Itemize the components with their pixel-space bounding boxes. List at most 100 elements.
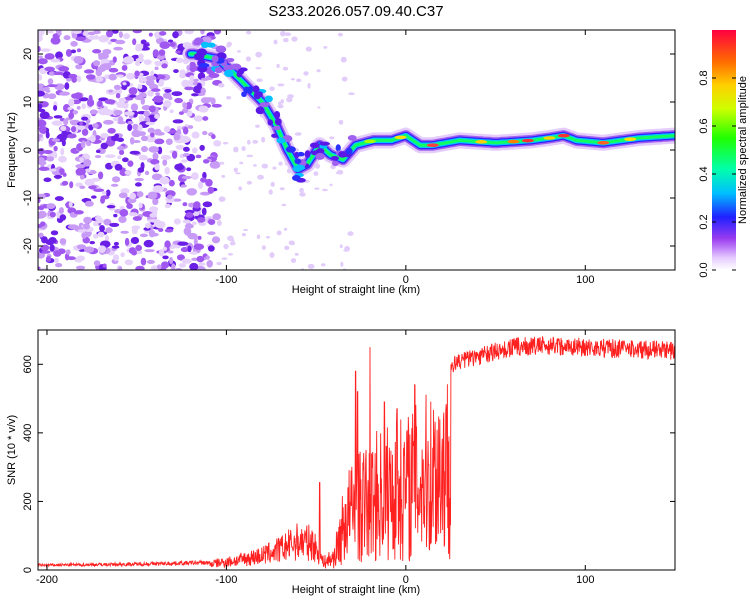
- spectrogram-noise-cell: [202, 159, 210, 164]
- spectrogram-ridge-blob: [331, 160, 339, 167]
- spectrogram-hotspot: [363, 139, 376, 144]
- spectrogram-noise-cell: [307, 263, 315, 270]
- spectrogram-noise-cell: [81, 232, 87, 239]
- spectrogram-noise-cell: [50, 58, 61, 63]
- spectrogram-noise-cell: [169, 109, 174, 114]
- snr-y-tick-label: 200: [22, 492, 34, 510]
- spectrogram-noise-cell: [53, 174, 63, 179]
- spectrogram-noise-cell: [101, 63, 112, 71]
- spectrogram-noise-cell: [47, 78, 54, 85]
- spectrogram-noise-cell: [152, 185, 164, 193]
- spectrogram-noise-cell: [75, 167, 86, 176]
- spectrogram-noise-cell: [106, 204, 116, 209]
- spectrogram-noise-cell: [212, 213, 221, 221]
- spectrogram-noise-cell: [199, 144, 205, 151]
- spectrogram-noise-cell: [67, 224, 79, 230]
- spectrogram-noise-cell: [137, 83, 143, 90]
- spectrogram-noise-cell: [87, 35, 97, 40]
- spectrogram-noise-cell: [114, 209, 121, 213]
- spectrogram-noise-cell: [79, 121, 84, 126]
- spectrogram-noise-cell: [76, 65, 82, 70]
- spectrogram-ridge-blob: [196, 48, 208, 57]
- spectrogram-noise-cell: [81, 140, 86, 149]
- spectrogram-hotspot: [624, 137, 637, 141]
- spectrogram-noise-cell: [206, 260, 213, 268]
- spectrogram-ridge-blob: [319, 141, 330, 146]
- colorbar-gradient: [712, 30, 736, 270]
- spectrogram-noise-cell: [164, 240, 171, 249]
- spectrogram-noise-cell: [38, 232, 44, 238]
- spectrogram-ridge-blob: [241, 91, 247, 98]
- spectrogram-noise-cell: [113, 213, 118, 218]
- spectrogram-noise-cell: [132, 140, 141, 144]
- spectrogram-noise-cell: [79, 174, 85, 180]
- spectrogram-hotspot: [597, 141, 610, 145]
- spectrogram-noise-cell: [48, 71, 56, 76]
- spectrogram-noise-cell: [176, 254, 185, 261]
- spectrogram-noise-cell: [150, 70, 155, 77]
- spectrogram-noise-cell: [105, 227, 113, 234]
- spectrogram-noise-cell: [134, 95, 143, 101]
- spectrogram-noise-cell: [162, 246, 168, 251]
- spectrogram-noise-cell: [97, 100, 103, 108]
- spectrogram-noise-cell: [118, 266, 123, 270]
- spectrogram-hotspot: [557, 133, 570, 138]
- spectrogram-noise-cell: [148, 105, 156, 113]
- spectrogram-noise-cell: [266, 235, 270, 239]
- spectrogram-ridge-blob: [291, 174, 301, 182]
- spectrogram-noise-cell: [118, 97, 127, 103]
- spectrogram-noise-cell: [91, 195, 97, 199]
- spectrogram-noise-cell: [118, 116, 124, 124]
- spectrogram-noise-cell: [59, 168, 65, 175]
- spectrogram-noise-cell: [123, 56, 135, 64]
- spectrogram-noise-cell: [150, 158, 160, 165]
- spectrogram-noise-cell: [179, 69, 186, 76]
- spectrogram-noise-cell: [64, 82, 70, 90]
- spectrogram-noise-cell: [134, 70, 140, 77]
- spectrogram-noise-cell: [110, 183, 119, 187]
- spectrogram-noise-cell: [269, 86, 275, 91]
- spectrogram-noise-cell: [173, 69, 179, 74]
- spectrogram-noise-cell: [38, 210, 47, 219]
- spectrogram-noise-cell: [207, 219, 216, 225]
- spectrogram-x-axis-label: Height of straight line (km): [292, 284, 420, 296]
- spectrogram-noise-cell: [149, 206, 159, 213]
- spectrogram-noise-cell: [114, 39, 126, 45]
- spectrogram-noise-cell: [38, 133, 43, 138]
- spectrogram-noise-cell: [200, 30, 205, 35]
- spectrogram-noise-cell: [221, 174, 226, 178]
- spectrogram-noise-cell: [164, 166, 170, 175]
- spectrogram-noise-cell: [122, 157, 129, 163]
- spectrogram-noise-cell: [154, 31, 160, 40]
- spectrogram-noise-cell: [44, 66, 55, 72]
- spectrogram-noise-cell: [76, 259, 82, 263]
- spectrogram-noise-cell: [78, 137, 88, 143]
- spectrogram-noise-cell: [87, 31, 96, 36]
- colorbar: 0.0 0.2 0.4 0.6 0.8 Normalized spectral ampl…: [698, 30, 749, 278]
- spectrogram-noise-cell: [130, 103, 139, 112]
- spectrogram-noise-cell: [117, 155, 122, 160]
- spectrogram-hotspot: [426, 143, 439, 147]
- spectrogram-noise-cell: [150, 265, 159, 270]
- spectrogram-noise-cell: [219, 161, 225, 165]
- spectrogram-noise-cell: [239, 161, 244, 165]
- spectrogram-noise-cell: [157, 227, 164, 232]
- spectrogram-y-axis-label: Frequency (Hz): [6, 112, 18, 188]
- spectrogram-noise-cell: [84, 200, 94, 207]
- spectrogram-noise-cell: [198, 222, 207, 226]
- spectrogram-noise-cell: [95, 215, 102, 221]
- spectrogram-noise-cell: [38, 30, 45, 36]
- snr-x-axis-label: Height of straight line (km): [292, 584, 420, 596]
- spectrogram-noise-cell: [127, 120, 134, 125]
- spectrogram-noise-cell: [148, 229, 156, 238]
- spectrogram-noise-cell: [181, 175, 192, 180]
- spectrogram-noise-cell: [196, 82, 202, 89]
- spectrogram-noise-cell: [136, 191, 144, 198]
- spectrogram-noise-cell: [120, 252, 125, 258]
- spectrogram-noise-cell: [216, 261, 222, 266]
- spectrogram-noise-cell: [74, 210, 84, 215]
- spectrogram-ridge-blob: [335, 144, 341, 152]
- spectrogram-noise-cell: [256, 78, 263, 83]
- spectrogram-noise-cell: [59, 91, 71, 96]
- spectrogram-noise-cell: [111, 30, 119, 34]
